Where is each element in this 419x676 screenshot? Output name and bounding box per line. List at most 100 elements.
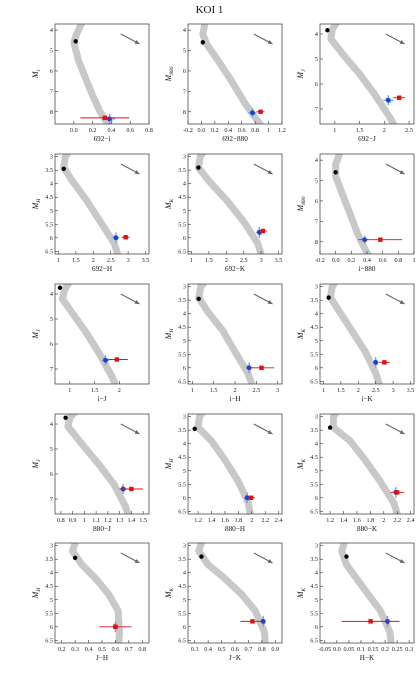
panel-plot-area xyxy=(195,543,273,643)
x-tick-label: 2.5 xyxy=(405,127,413,134)
cmd-panel: -0.2 0.0 0.2 0.4 0.6 0.8 1 4 5 6 7 8 i−880 M880 xyxy=(296,153,416,273)
zams-point xyxy=(327,425,333,430)
isochrone-track xyxy=(332,154,372,254)
observed-point xyxy=(129,486,134,492)
panel-plot-area xyxy=(194,154,273,254)
x-tick-label: 0.1 xyxy=(357,646,365,653)
y-axis-label-subscript: J xyxy=(36,329,42,332)
x-tick-label: 1.6 xyxy=(221,517,229,524)
model-point xyxy=(103,357,108,363)
x-axis-label: 880−J xyxy=(93,525,111,533)
x-tick-label: 0.2 xyxy=(347,257,355,264)
y-tick-label: 4 xyxy=(183,441,186,448)
reddening-arrow-head xyxy=(134,40,140,44)
y-axis-label-base: M xyxy=(31,331,40,340)
x-tick-label: 0.4 xyxy=(224,127,232,134)
y-axis-label-base: M xyxy=(164,201,173,210)
x-tick-label: 2.5 xyxy=(372,387,380,394)
zams-point xyxy=(333,170,338,175)
y-tick-label: 5.5 xyxy=(45,610,53,617)
reddening-arrow-head xyxy=(267,430,273,434)
y-tick-label: 5 xyxy=(315,597,318,604)
x-tick-label: 0.0 xyxy=(333,646,341,653)
x-tick-label: 2.2 xyxy=(393,517,401,524)
y-tick-label: 4 xyxy=(315,570,318,577)
y-tick-label: 3 xyxy=(183,543,186,550)
x-axis-label: J−K xyxy=(229,654,242,662)
isochrone-track xyxy=(329,414,401,514)
x-tick-label: 1.2 xyxy=(104,517,112,524)
x-tick-label: 2 xyxy=(225,257,228,264)
y-axis-label-subscript: J xyxy=(301,69,307,72)
y-tick-label: 4 xyxy=(183,311,186,318)
x-tick-label: 0.8 xyxy=(145,127,153,134)
y-tick-label: 4 xyxy=(315,31,318,38)
cmd-panel: -0.2 0.0 0.2 0.4 0.6 0.8 1 1.2 4 5 6 7 8 692−880 M880 xyxy=(164,23,286,143)
observed-point xyxy=(258,109,263,114)
y-tick-label: 6 xyxy=(315,365,318,372)
x-tick-label: 1 xyxy=(191,387,194,394)
observed-point xyxy=(248,495,254,500)
y-axis-label-subscript: H xyxy=(169,328,175,334)
cmd-panel: 1 1.5 2 4 5 6 7 i−J MJ xyxy=(31,283,150,403)
reddening-arrow-head xyxy=(134,300,140,304)
y-tick-label: 7 xyxy=(315,218,318,225)
isochrone-track xyxy=(195,284,256,384)
y-axis-label-base: M xyxy=(296,203,305,212)
panel-plot-area xyxy=(63,414,144,514)
y-tick-label: 5 xyxy=(50,208,53,215)
panel-frame xyxy=(54,23,150,125)
y-tick-label: 4.5 xyxy=(178,454,186,461)
y-tick-label: 4 xyxy=(183,181,186,188)
cmd-panel: 0.2 0.3 0.4 0.5 0.6 0.7 0.8 3 3.5 4 4.5 5 5.5 6 6.5 J−H… xyxy=(31,542,150,662)
reddening-arrow-head xyxy=(399,430,405,434)
x-tick-label: 1 xyxy=(412,257,415,264)
y-tick-label: 3 xyxy=(50,154,53,161)
reddening-arrow-head xyxy=(267,300,273,304)
panel-frame xyxy=(54,542,150,644)
cmd-panel: 1 1.5 2 2.5 4 5 6 7 692−J MJ xyxy=(296,23,415,143)
panel-plot-area xyxy=(57,284,140,384)
y-tick-label: 6 xyxy=(315,198,318,205)
x-tick-label: 1.2 xyxy=(326,517,334,524)
zams-point xyxy=(344,554,349,559)
zams-point xyxy=(63,415,68,420)
y-tick-label: 3.5 xyxy=(310,427,318,434)
y-axis-label: MJ xyxy=(296,69,307,80)
x-axis-label: i−880 xyxy=(359,265,376,273)
observed-point xyxy=(250,619,255,624)
panel-frame xyxy=(187,153,283,255)
x-tick-label: 0.6 xyxy=(379,257,387,264)
y-tick-label: 3.5 xyxy=(178,297,186,304)
cmd-panel: 0.0 0.2 0.4 0.6 0.8 4 5 6 7 8 692−i Mi xyxy=(31,23,153,143)
y-tick-label: 5 xyxy=(183,48,186,55)
y-tick-label: 5.5 xyxy=(310,610,318,617)
observed-point xyxy=(378,237,383,242)
y-tick-label: 4 xyxy=(315,311,318,318)
x-tick-label: 1.8 xyxy=(234,517,242,524)
x-axis-label: 692−H xyxy=(92,265,112,273)
x-axis-label: i−K xyxy=(361,395,373,403)
panel-plot-area xyxy=(326,284,405,384)
panel-frame xyxy=(187,23,283,125)
y-tick-label: 8 xyxy=(315,239,318,246)
y-axis-label: MK xyxy=(296,329,307,341)
x-tick-label: 0.3 xyxy=(405,646,413,653)
y-tick-label: 6 xyxy=(183,495,186,502)
panel-plot-area xyxy=(327,414,405,514)
panel-frame xyxy=(319,542,415,644)
y-tick-label: 6 xyxy=(183,235,186,242)
cmd-panel: 1.2 1.4 1.6 1.8 2 2.2 2.4 3 3.5 4 4.5 5 5.5 6 6.5 880−H… xyxy=(164,413,283,533)
y-tick-label: 5 xyxy=(315,56,318,63)
x-tick-label: 3.5 xyxy=(275,257,283,264)
model-point xyxy=(373,359,379,365)
y-tick-label: 4.5 xyxy=(310,454,318,461)
y-tick-label: 3.5 xyxy=(310,297,318,304)
reddening-arrow-head xyxy=(267,559,273,563)
y-axis-label: MJ xyxy=(31,329,42,340)
observed-point xyxy=(396,95,402,100)
x-axis-label: i−H xyxy=(229,395,240,403)
y-axis-label-subscript: K xyxy=(301,329,307,334)
y-tick-label: 6 xyxy=(50,235,53,242)
observed-point xyxy=(102,115,108,121)
